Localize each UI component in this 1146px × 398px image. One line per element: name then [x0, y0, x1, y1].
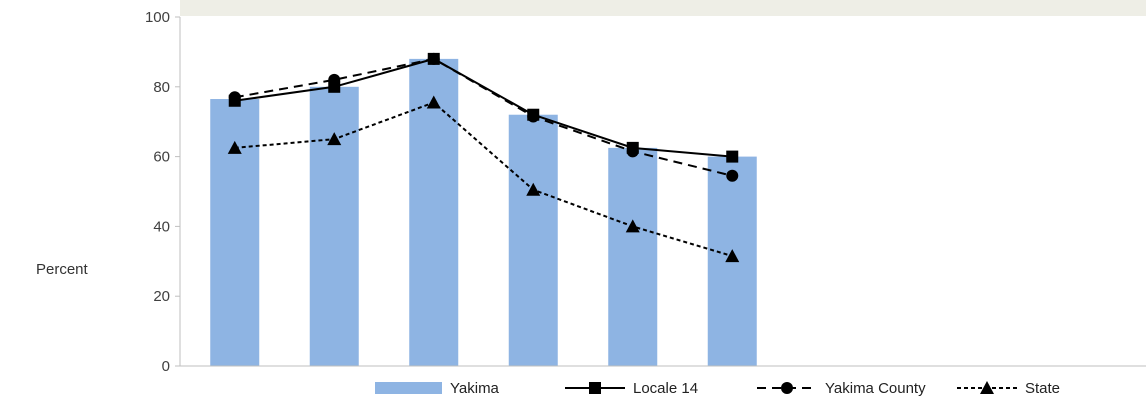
marker-triangle [526, 182, 541, 196]
line-locale-14 [234, 57, 733, 158]
marker-triangle [625, 219, 640, 233]
bar-yakima [508, 114, 558, 366]
bar-yakima [309, 86, 359, 367]
marker-circle [781, 382, 793, 394]
marker-square [427, 52, 440, 65]
y-ticks: 0 20 40 60 80 100 [145, 9, 180, 375]
marker-square [626, 141, 639, 154]
title-banner [180, 0, 1146, 16]
marker-circle [726, 169, 739, 182]
marker-square [589, 382, 601, 394]
y-tick-label: 60 [153, 149, 170, 166]
y-axis-label: Percent [36, 261, 89, 278]
series-lines [234, 57, 733, 258]
marker-triangle [725, 249, 740, 263]
y-tick-label: 40 [153, 218, 170, 235]
bar-yakima [210, 99, 260, 366]
legend: Yakima Locale 14 Yakima County State [375, 380, 1060, 397]
y-tick-label: 20 [153, 288, 170, 305]
bars [210, 58, 757, 367]
y-tick-label: 100 [145, 9, 170, 26]
line-state [234, 101, 733, 258]
marker-triangle [426, 95, 441, 109]
series-markers [227, 52, 740, 263]
marker-square [328, 80, 341, 93]
marker-square [228, 94, 241, 107]
bar-yakima [409, 58, 459, 366]
marker-triangle [980, 381, 994, 394]
legend-swatch-yakima [375, 382, 442, 394]
legend-label: State [1025, 380, 1060, 397]
marker-square [527, 108, 540, 121]
y-tick-label: 80 [153, 79, 170, 96]
marker-square [726, 150, 739, 163]
y-tick-label: 0 [162, 358, 170, 375]
legend-label: Yakima [450, 380, 500, 397]
line-yakima-county [234, 57, 733, 177]
legend-label: Locale 14 [633, 380, 698, 397]
marker-triangle [227, 140, 242, 154]
marker-triangle [327, 132, 342, 146]
legend-label: Yakima County [825, 380, 926, 397]
bar-yakima [608, 147, 658, 366]
